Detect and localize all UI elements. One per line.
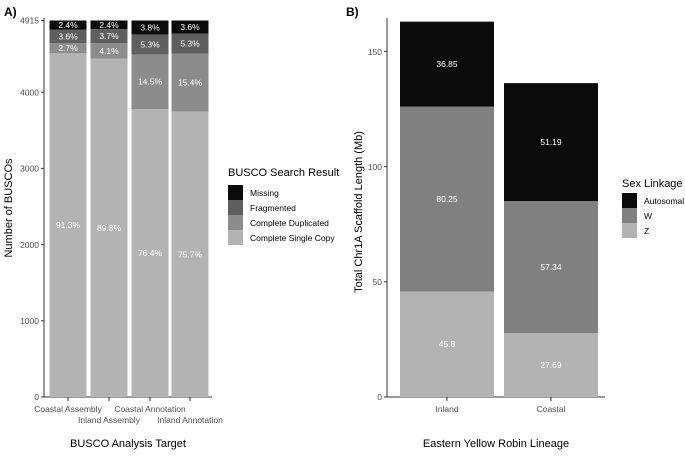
data-label-inland-assembly-complete-duplicated: 4.1%	[99, 46, 119, 56]
panel-b-y-axis-title: Total Chr1A Scaffold Length (Mb)	[353, 131, 365, 293]
panel-a-x-tick-label: Coastal Assembly	[34, 404, 102, 414]
panel-b-bars: 45.8 80.25 36.85 27.69 57.34 51.19	[400, 21, 598, 397]
panel-a-x-tick-label: Coastal Annotation	[114, 404, 186, 414]
legend-swatch-complete-single-copy	[228, 230, 243, 245]
panel-b-x-tick-label: Inland	[435, 404, 458, 414]
bar-inland-annotation-fragmented	[171, 33, 209, 54]
bar-coastal-autosomal	[504, 83, 598, 202]
panel-b-x-tick-label: Coastal	[537, 404, 566, 414]
panel-b-x-axis-title: Eastern Yellow Robin Lineage	[423, 438, 569, 450]
data-label-coastal-w: 57.34	[540, 262, 562, 272]
bar-coastal-annotation-missing	[131, 20, 169, 35]
data-label-inland-autosomal: 36.85	[436, 59, 458, 69]
data-label-coastal-assembly-fragmented: 3.6%	[58, 31, 78, 41]
legend-label-fragmented: Fragmented	[250, 203, 296, 213]
panel-a-x-tick-label: Inland Assembly	[78, 415, 141, 425]
data-label-inland-assembly-complete-single-copy: 89.8%	[97, 223, 122, 233]
panel-a-y-tick-label: 2000	[20, 240, 39, 250]
panel-a-legend-title: BUSCO Search Result	[228, 167, 339, 179]
bar-coastal-assembly-fragmented	[49, 29, 87, 44]
panel-a-y-tick-label: 4000	[20, 88, 39, 98]
bar-inland-z	[400, 291, 494, 397]
bar-coastal-assembly-missing	[49, 20, 87, 30]
bar-inland-assembly-complete-single-copy	[90, 58, 128, 397]
bar-inland-annotation-complete-single-copy	[171, 111, 209, 397]
bar-coastal-annotation-complete-duplicated	[131, 54, 169, 110]
data-label-inland-assembly-missing: 2.4%	[99, 20, 119, 30]
data-label-coastal-annotation-fragmented: 5.3%	[140, 39, 160, 49]
legend-swatch-autosomal	[622, 193, 637, 208]
data-label-coastal-assembly-complete-duplicated: 2.7%	[58, 43, 78, 53]
bar-inland-assembly-missing	[90, 20, 128, 30]
bar-coastal-annotation-fragmented	[131, 34, 169, 55]
data-label-coastal-z: 27.69	[540, 360, 562, 370]
bar-inland-annotation-missing	[171, 20, 209, 34]
panel-b-y-tick-label: 50	[373, 277, 383, 287]
panel-a-y-tick-label: 4915	[20, 16, 39, 26]
legend-swatch-fragmented	[228, 200, 243, 215]
bar-coastal-assembly-complete-duplicated	[49, 43, 87, 54]
data-label-coastal-annotation-complete-duplicated: 14.5%	[138, 77, 163, 87]
panel-b-legend: Sex Linkage Autosomal W Z	[622, 178, 684, 238]
legend-label-complete-duplicated: Complete Duplicated	[250, 218, 329, 228]
bar-coastal-assembly-complete-single-copy	[49, 53, 87, 397]
data-label-inland-assembly-fragmented: 3.7%	[99, 31, 119, 41]
panel-a-y-axis-title: Number of BUSCOs	[3, 158, 15, 258]
legend-label-missing: Missing	[250, 188, 279, 198]
panel-a-y-tick-label: 1000	[20, 316, 39, 326]
data-label-inland-z: 45.8	[439, 339, 456, 349]
panel-a-x-axis-title: BUSCO Analysis Target	[70, 438, 186, 450]
data-label-coastal-assembly-complete-single-copy: 91.3%	[56, 220, 81, 230]
legend-label-autosomal: Autosomal	[644, 196, 684, 206]
panel-b-y-tick-label: 0	[377, 392, 382, 402]
panel-b: B) 0 50 100 150 Total Chr1A Scaffold Len…	[346, 5, 684, 450]
panel-a-y-tick-label: 0	[34, 392, 39, 402]
legend-swatch-w	[622, 208, 637, 223]
bar-inland-w	[400, 106, 494, 292]
panel-b-y-tick-label: 100	[368, 162, 382, 172]
data-label-coastal-autosomal: 51.19	[540, 137, 562, 147]
data-label-coastal-annotation-missing: 3.8%	[140, 22, 160, 32]
panel-b-label: B)	[346, 5, 359, 19]
data-label-inland-annotation-fragmented: 5.3%	[180, 39, 200, 49]
bar-inland-annotation-complete-duplicated	[171, 53, 209, 112]
panel-b-y-tick-label: 150	[368, 47, 382, 57]
bar-inland-assembly-complete-duplicated	[90, 43, 128, 59]
data-label-inland-annotation-complete-duplicated: 15.4%	[178, 78, 203, 88]
bar-inland-assembly-fragmented	[90, 29, 128, 44]
panel-a-label: A)	[4, 5, 17, 19]
bar-inland-autosomal	[400, 21, 494, 107]
data-label-inland-annotation-missing: 3.6%	[180, 22, 200, 32]
panel-a-x-tick-label: Inland Annotation	[157, 415, 223, 425]
data-label-coastal-annotation-complete-single-copy: 76.4%	[138, 248, 163, 258]
bar-coastal-annotation-complete-single-copy	[131, 109, 169, 398]
legend-swatch-complete-duplicated	[228, 215, 243, 230]
panel-a-legend: BUSCO Search Result Missing Fragmented C…	[228, 167, 339, 245]
legend-label-w: W	[644, 211, 652, 221]
legend-swatch-z	[622, 223, 637, 238]
data-label-coastal-assembly-missing: 2.4%	[58, 20, 78, 30]
bar-coastal-w	[504, 201, 598, 334]
panel-b-legend-title: Sex Linkage	[622, 178, 683, 190]
panel-a: A) 0 1000 2000 3000 4000 4915 Number of …	[3, 5, 339, 450]
legend-label-z: Z	[644, 226, 649, 236]
bar-coastal-z	[504, 333, 598, 397]
panel-a-bars: 91.3%2.7%3.6%2.4%89.8%4.1%3.7%2.4%76.4%1…	[49, 20, 209, 398]
panel-a-y-tick-label: 3000	[20, 164, 39, 174]
data-label-inland-w: 80.25	[436, 194, 458, 204]
legend-swatch-missing	[228, 185, 243, 200]
legend-label-complete-single-copy: Complete Single Copy	[250, 233, 335, 243]
data-label-inland-annotation-complete-single-copy: 75.7%	[178, 249, 203, 259]
